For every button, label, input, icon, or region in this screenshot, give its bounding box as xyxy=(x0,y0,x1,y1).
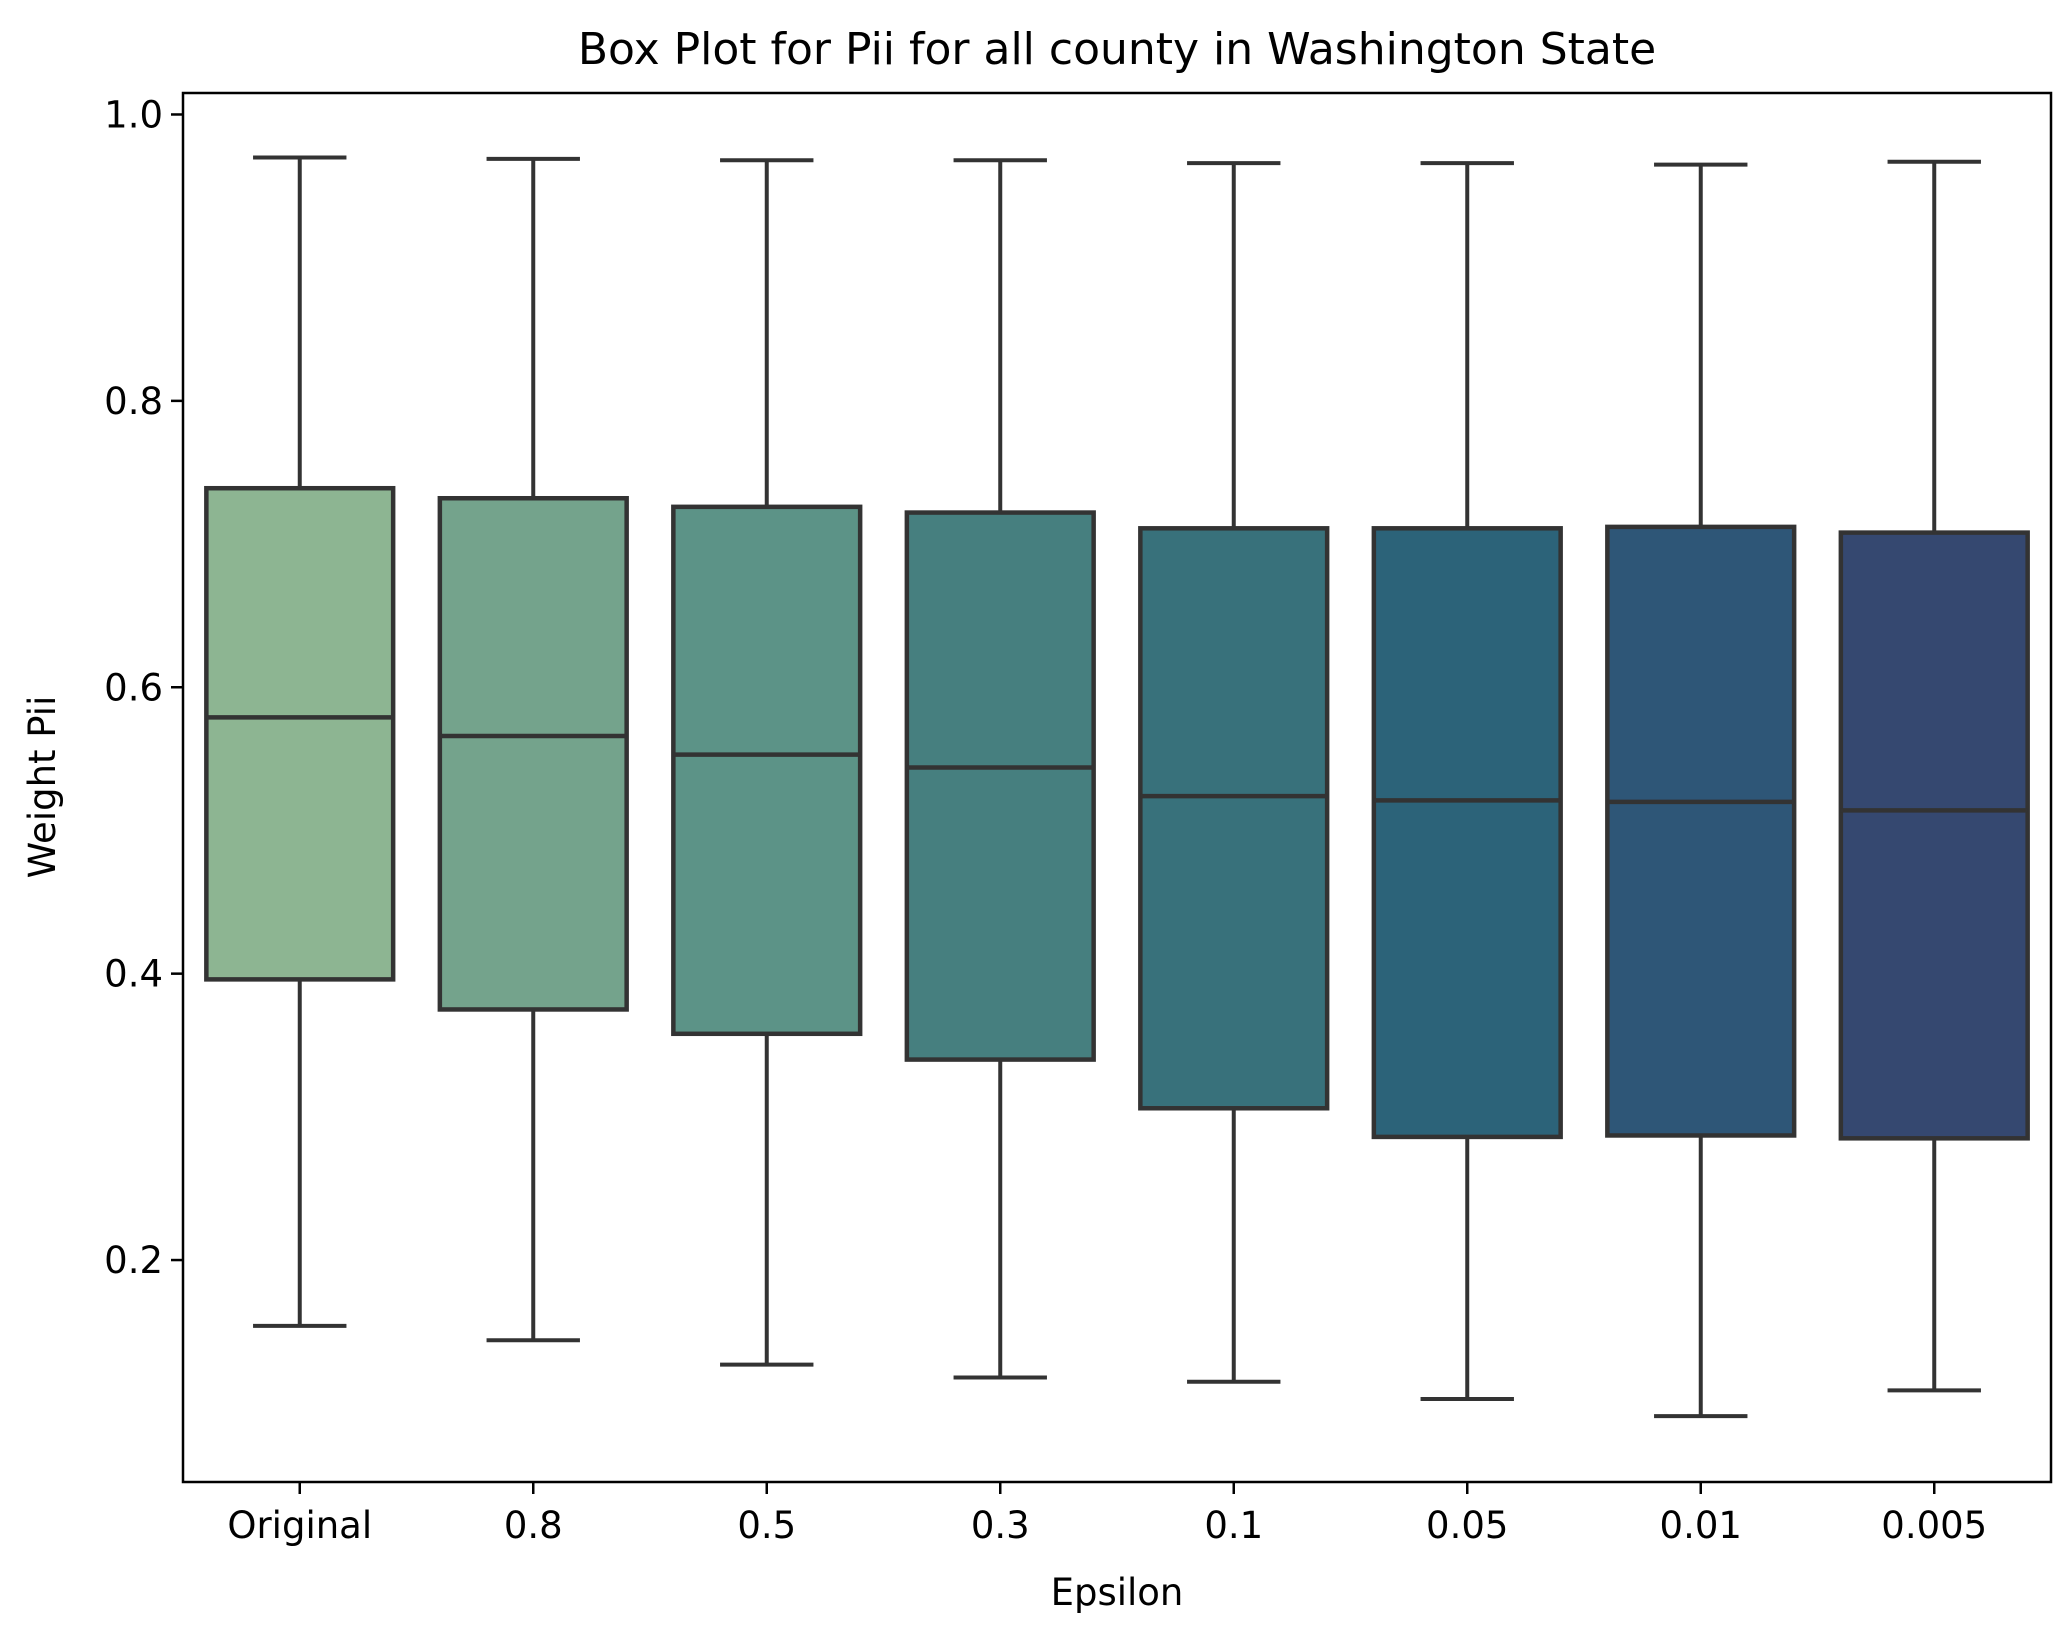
y-tick-label: 0.6 xyxy=(104,666,163,709)
x-axis: Original 0.8 0.5 0.3 0.1 0.05 0.01 0.005 xyxy=(227,1482,1987,1547)
box-body xyxy=(1371,526,1563,1140)
y-axis: 0.2 0.4 0.6 0.8 1.0 xyxy=(104,93,183,1282)
axes-frame xyxy=(181,91,2053,1484)
x-tick-label: 0.1 xyxy=(1204,1504,1263,1547)
box-group xyxy=(1605,162,1797,1419)
box-group xyxy=(1371,161,1563,1401)
x-tick-label: 0.8 xyxy=(504,1504,563,1547)
x-tick-label: 0.3 xyxy=(971,1504,1030,1547)
y-tick-label: 1.0 xyxy=(104,93,163,136)
x-tick-label: 0.5 xyxy=(737,1504,796,1547)
box-group xyxy=(671,158,863,1367)
box-body xyxy=(671,504,863,1037)
box-group xyxy=(1138,161,1330,1384)
y-tick-label: 0.2 xyxy=(104,1239,163,1282)
plot-area xyxy=(204,155,2030,1419)
x-axis-label: Epsilon xyxy=(1051,1571,1184,1614)
box-body xyxy=(904,510,1096,1062)
y-tick-label: 0.4 xyxy=(104,953,163,996)
box-group xyxy=(437,156,629,1343)
box-body xyxy=(1605,524,1797,1138)
box-body xyxy=(437,495,629,1012)
chart-title: Box Plot for Pii for all county in Washi… xyxy=(578,24,1656,75)
x-tick-label: 0.01 xyxy=(1660,1504,1742,1547)
box-body xyxy=(1838,530,2030,1141)
box-group xyxy=(1838,159,2030,1393)
box-body xyxy=(204,485,396,982)
x-tick-label: 0.005 xyxy=(1881,1504,1987,1547)
x-tick-label: 0.05 xyxy=(1426,1504,1508,1547)
box-body xyxy=(1138,526,1330,1111)
y-tick-label: 0.8 xyxy=(104,380,163,423)
y-axis-label: Weight Pii xyxy=(21,696,64,879)
box-group xyxy=(204,155,396,1328)
box-group xyxy=(904,158,1096,1380)
x-tick-label: Original xyxy=(227,1504,372,1547)
